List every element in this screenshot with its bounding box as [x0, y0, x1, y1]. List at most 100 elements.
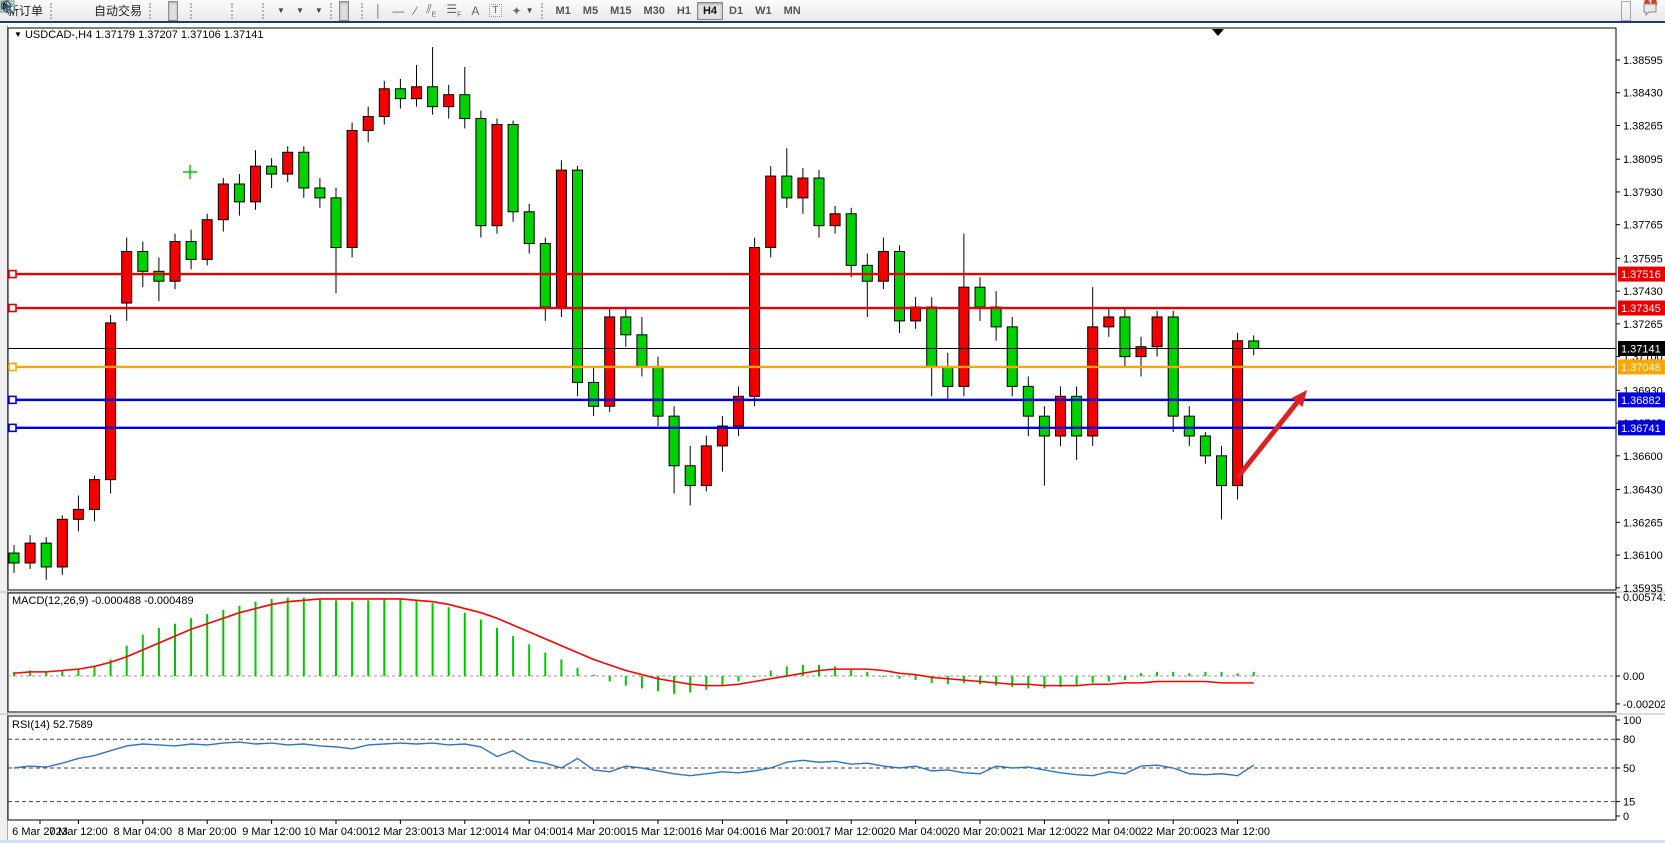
line-handle[interactable] — [8, 423, 17, 433]
line-handle[interactable] — [8, 362, 17, 372]
bear-candle — [684, 465, 696, 487]
search-button[interactable] — [0, 0, 1631, 21]
trendline-button[interactable]: ∕ — [409, 1, 421, 21]
notifications-button[interactable]: 1 — [1641, 0, 1657, 21]
price-tick-label: 1.36265 — [1623, 517, 1663, 529]
indicators-button[interactable]: ▼ — [0, 0, 290, 21]
macd-bar — [254, 601, 257, 676]
arrows-button[interactable]: ✦ ▼ — [507, 1, 539, 21]
macd-bar — [93, 666, 96, 676]
timeframe-button-d1[interactable]: D1 — [723, 2, 749, 20]
line-handle[interactable] — [8, 395, 17, 405]
chart-shift-button[interactable] — [0, 1, 260, 21]
auto-scroll-button[interactable] — [0, 1, 250, 21]
bull-candle — [201, 219, 213, 260]
price-tick-label: 1.38595 — [1623, 55, 1663, 67]
macd-bar — [190, 618, 193, 676]
bull-candle — [105, 322, 117, 481]
trend-arrow-head[interactable] — [1291, 390, 1307, 407]
macd-bar — [721, 676, 724, 686]
macd-bar — [1172, 671, 1175, 676]
templates-button[interactable]: ▼ — [0, 0, 328, 21]
macd-bar — [673, 676, 676, 694]
macd-bar — [302, 597, 305, 676]
toolbar-separator — [540, 2, 548, 19]
fibonacci-button[interactable]: ☰F — [441, 1, 466, 21]
cursor-button[interactable] — [3, 0, 349, 21]
text-button[interactable]: A — [466, 1, 484, 21]
bear-candle — [620, 316, 632, 336]
bull-candle — [1151, 316, 1163, 348]
bull-candle — [797, 177, 809, 199]
price-label-text: 1.37048 — [1621, 362, 1661, 374]
bull-candle — [169, 241, 181, 282]
macd-bar — [946, 676, 949, 685]
line-handle[interactable] — [8, 269, 17, 279]
macd-bar — [77, 669, 80, 676]
bull-candle — [1103, 316, 1115, 328]
chart-ohlc-values: 1.37179 1.37207 1.37106 1.37141 — [95, 29, 264, 41]
bar-chart-button[interactable] — [1, 1, 168, 21]
macd-bar — [769, 670, 772, 676]
macd-tick-label: 0.00 — [1623, 671, 1644, 683]
timeframe-button-h4[interactable]: H4 — [696, 1, 723, 20]
timeframe-button-m5[interactable]: M5 — [577, 2, 604, 20]
macd-bar — [979, 676, 981, 685]
bear-candle — [233, 183, 245, 203]
time-label: 20 Mar 20:00 — [948, 826, 1013, 838]
horizontal-line-button[interactable]: — — [387, 1, 409, 21]
templates-dropdown-caret: ▼ — [314, 6, 323, 15]
bear-candle — [330, 197, 342, 248]
equidistant-channel-button[interactable]: ⫽E — [421, 1, 441, 21]
auto-trading-button[interactable]: 自动交易 — [0, 0, 147, 21]
macd-bar — [544, 652, 547, 676]
indicators-dropdown-caret: ▼ — [277, 6, 285, 15]
timeframe-toolbar: M1 M5 M15 M30 H1 H4 D1 W1 MN — [550, 0, 807, 22]
candlestick-chart-button[interactable] — [1, 0, 179, 21]
line-chart-button[interactable] — [0, 1, 188, 21]
price-label-text: 1.37345 — [1621, 303, 1661, 315]
timeframe-button-w1[interactable]: W1 — [749, 2, 778, 20]
zoom-in-button[interactable] — [1, 1, 209, 21]
time-label: 10 Mar 04:00 — [304, 826, 369, 838]
line-handle[interactable] — [8, 303, 17, 313]
bull-candle — [411, 86, 422, 100]
periods-button[interactable]: ▼ — [1, 1, 309, 21]
zoom-out-button[interactable] — [1, 1, 219, 21]
cross-marker[interactable] — [183, 165, 197, 179]
vertical-line-button[interactable]: │ — [370, 1, 388, 21]
bear-candle — [8, 552, 20, 564]
bear-candle — [266, 165, 278, 175]
timeframe-button-m30[interactable]: M30 — [637, 2, 670, 20]
price-tick-label: 1.35935 — [1623, 583, 1663, 595]
macd-bar — [29, 670, 32, 676]
crosshair-button[interactable] — [1, 1, 359, 21]
new-chart-button[interactable] — [0, 0, 69, 21]
macd-bar — [995, 676, 998, 686]
profiles-button[interactable] — [0, 0, 79, 21]
chat-bubble-icon — [1643, 3, 1657, 16]
trend-arrow-shaft[interactable] — [1235, 396, 1303, 480]
text-label-button[interactable]: T — [484, 1, 506, 21]
timeframe-button-mn[interactable]: MN — [778, 2, 807, 20]
time-label: 6 Mar 2023 — [12, 826, 68, 838]
one-click-trading-toggle[interactable]: ▼ — [14, 30, 22, 39]
timeframe-button-h1[interactable]: H1 — [671, 2, 697, 20]
macd-bar — [222, 609, 225, 676]
timeframe-button-m15[interactable]: M15 — [604, 2, 637, 20]
bear-candle — [185, 241, 197, 260]
timeframe-button-m1[interactable]: M1 — [550, 2, 577, 20]
tile-windows-button[interactable] — [0, 0, 229, 21]
time-label: 7 Mar 12:00 — [49, 826, 108, 838]
signals-button[interactable] — [1, 0, 89, 21]
bull-candle — [829, 213, 841, 227]
bear-candle — [990, 306, 1002, 328]
macd-bar — [286, 597, 289, 676]
macd-bar — [1236, 673, 1239, 676]
bull-candle — [378, 88, 390, 118]
bear-candle — [298, 151, 310, 189]
bull-candle — [1232, 340, 1244, 487]
chart-shift-marker[interactable] — [1212, 29, 1224, 36]
price-tick-label: 1.37930 — [1623, 187, 1663, 199]
arrows-dropdown-caret: ▼ — [525, 6, 534, 15]
